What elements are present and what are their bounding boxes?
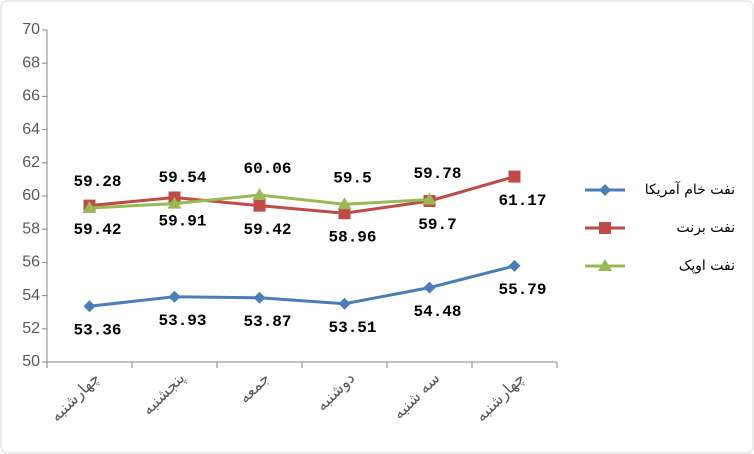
data-label: 59.91 [158, 213, 206, 231]
y-tick-label: 70 [22, 21, 40, 38]
legend-marker [599, 222, 611, 234]
data-label: 59.5 [333, 170, 371, 188]
data-point [168, 290, 181, 303]
data-label: 53.36 [73, 321, 121, 339]
data-label: 61.17 [498, 192, 546, 210]
data-label: 55.79 [498, 281, 546, 299]
data-point [337, 197, 352, 210]
legend-label: نفت خام آمریکا [645, 181, 735, 198]
legend-marker [599, 184, 611, 196]
data-label: 53.93 [158, 312, 206, 330]
data-point [167, 196, 182, 209]
y-tick-label: 50 [22, 353, 40, 370]
data-label: 60.06 [243, 160, 291, 178]
data-point [252, 188, 267, 201]
data-point [253, 199, 266, 212]
data-point [508, 170, 521, 183]
data-point [422, 192, 437, 205]
y-tick-label: 54 [22, 287, 40, 304]
data-point [338, 297, 351, 310]
data-label: 59.54 [158, 169, 206, 187]
data-label: 53.87 [243, 313, 291, 331]
y-tick-label: 68 [22, 54, 40, 71]
data-label: 53.51 [328, 319, 376, 337]
data-label: 59.7 [418, 216, 456, 234]
data-point [508, 259, 521, 272]
data-label: 59.78 [413, 165, 461, 183]
data-point [83, 300, 96, 313]
series-line [89, 264, 515, 308]
series-line [89, 175, 515, 215]
data-label: 59.28 [73, 173, 121, 191]
y-tick-label: 58 [22, 220, 40, 237]
data-label: 58.96 [328, 228, 376, 246]
y-tick-label: 56 [22, 254, 40, 271]
y-tick-label: 52 [22, 320, 40, 337]
legend-label: نفت برنت [677, 220, 735, 236]
data-point [253, 291, 266, 304]
y-tick-label: 62 [22, 154, 40, 171]
legend-marker [598, 259, 612, 271]
data-label: 54.48 [413, 303, 461, 321]
data-point [338, 207, 351, 220]
data-label: 59.42 [73, 221, 121, 239]
data-label: 59.42 [243, 221, 291, 239]
legend-label: نفت اوپک [679, 258, 735, 274]
y-tick-label: 64 [22, 121, 40, 138]
data-point [82, 200, 97, 213]
y-tick-label: 66 [22, 88, 40, 105]
data-point [423, 281, 436, 294]
y-tick-label: 60 [22, 187, 40, 204]
